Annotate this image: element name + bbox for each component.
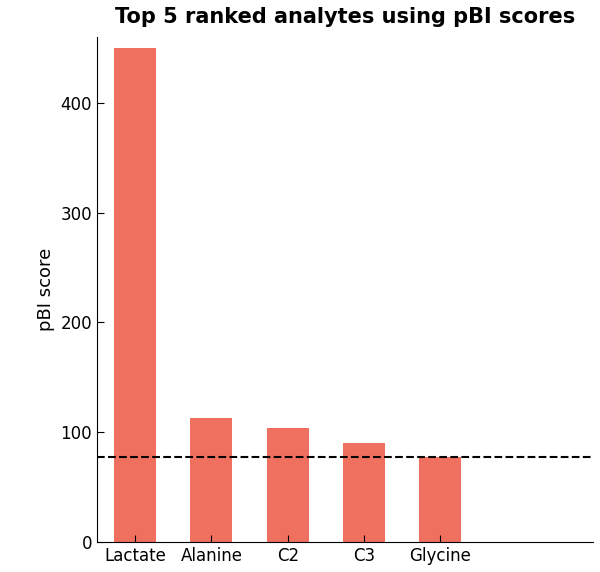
Bar	[419, 456, 461, 542]
Title: Top 5 ranked analytes using pBI scores: Top 5 ranked analytes using pBI scores	[115, 7, 575, 27]
Bar	[190, 418, 232, 542]
Bar	[267, 428, 309, 542]
Bar	[114, 48, 156, 542]
Y-axis label: pBI score: pBI score	[37, 248, 55, 331]
Bar	[343, 443, 385, 542]
